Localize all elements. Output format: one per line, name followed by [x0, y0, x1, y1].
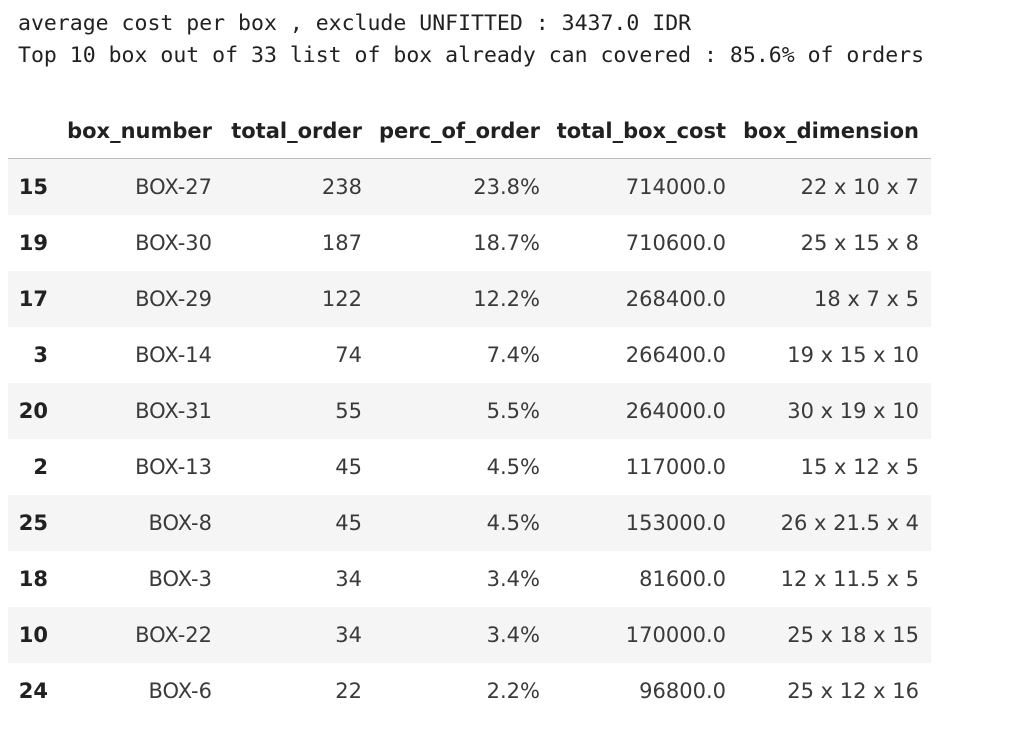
row-index: 25: [18, 510, 48, 535]
table-row: 24 BOX-6 22 2.2% 96800.0 25 x 12 x 16: [8, 663, 931, 719]
cell-box-number: BOX-31: [135, 398, 212, 423]
output-line-top-boxes: Top 10 box out of 33 list of box already…: [18, 43, 925, 68]
cell-perc-of-order: 2.2%: [486, 678, 540, 703]
cell-box-dimension: 22 x 10 x 7: [800, 174, 919, 199]
cell-total-box-cost: 264000.0: [625, 398, 726, 423]
cell-box-number: BOX-3: [148, 566, 212, 591]
cell-total-box-cost: 96800.0: [639, 678, 726, 703]
row-index: 3: [33, 342, 48, 367]
header-box-dimension: box_dimension: [738, 104, 931, 159]
cell-perc-of-order: 4.5%: [486, 454, 540, 479]
table-row: 25 BOX-8 45 4.5% 153000.0 26 x 21.5 x 4: [8, 494, 931, 551]
cell-perc-of-order: 5.5%: [486, 398, 540, 423]
table-row: 19 BOX-30 187 18.7% 710600.0 25 x 15 x 8: [8, 215, 931, 271]
cell-total-box-cost: 710600.0: [625, 230, 726, 255]
table-header: box_number total_order perc_of_order tot…: [8, 104, 931, 159]
cell-box-number: BOX-27: [135, 174, 212, 199]
cell-total-box-cost: 266400.0: [625, 342, 726, 367]
header-box-number: box_number: [60, 104, 224, 159]
cell-total-box-cost: 714000.0: [625, 174, 726, 199]
table-body: 15 BOX-27 238 23.8% 714000.0 22 x 10 x 7 19 BOX…: [8, 158, 931, 719]
cell-box-dimension: 26 x 21.5 x 4: [780, 510, 919, 535]
row-index: 24: [18, 678, 48, 703]
cell-total-order: 55: [335, 398, 362, 423]
table-row: 15 BOX-27 238 23.8% 714000.0 22 x 10 x 7: [8, 158, 931, 215]
cell-total-order: 122: [321, 286, 362, 311]
table-row: 18 BOX-3 34 3.4% 81600.0 12 x 11.5 x 5: [8, 551, 931, 607]
cell-box-number: BOX-22: [135, 622, 212, 647]
cell-box-dimension: 12 x 11.5 x 5: [780, 566, 919, 591]
cell-box-dimension: 18 x 7 x 5: [814, 286, 919, 311]
cell-box-number: BOX-30: [135, 230, 212, 255]
table-row: 10 BOX-22 34 3.4% 170000.0 25 x 18 x 15: [8, 606, 931, 663]
cell-box-number: BOX-6: [148, 678, 212, 703]
cell-box-dimension: 15 x 12 x 5: [800, 454, 919, 479]
cell-total-order: 238: [321, 174, 362, 199]
cell-total-box-cost: 117000.0: [625, 454, 726, 479]
dataframe-table: box_number total_order perc_of_order tot…: [8, 104, 931, 719]
cell-perc-of-order: 3.4%: [486, 566, 540, 591]
cell-perc-of-order: 3.4%: [486, 622, 540, 647]
row-index: 17: [18, 286, 48, 311]
cell-perc-of-order: 12.2%: [473, 286, 540, 311]
cell-total-box-cost: 153000.0: [625, 510, 726, 535]
row-index: 2: [33, 454, 48, 479]
cell-box-number: BOX-13: [135, 454, 212, 479]
row-index: 15: [18, 174, 48, 199]
cell-total-order: 22: [335, 678, 362, 703]
output-line-average-cost: average cost per box , exclude UNFITTED …: [18, 11, 692, 36]
cell-box-number: BOX-14: [135, 342, 212, 367]
cell-box-dimension: 30 x 19 x 10: [787, 398, 919, 423]
header-row: box_number total_order perc_of_order tot…: [8, 104, 931, 159]
cell-total-box-cost: 268400.0: [625, 286, 726, 311]
table-row: 20 BOX-31 55 5.5% 264000.0 30 x 19 x 10: [8, 382, 931, 439]
cell-perc-of-order: 4.5%: [486, 510, 540, 535]
row-index: 19: [18, 230, 48, 255]
header-perc-of-order: perc_of_order: [374, 104, 552, 159]
table-row: 2 BOX-13 45 4.5% 117000.0 15 x 12 x 5: [8, 439, 931, 495]
cell-total-box-cost: 81600.0: [639, 566, 726, 591]
cell-box-dimension: 25 x 12 x 16: [787, 678, 919, 703]
cell-total-order: 34: [335, 566, 362, 591]
cell-total-order: 34: [335, 622, 362, 647]
header-total-box-cost: total_box_cost: [552, 104, 738, 159]
row-index: 18: [18, 566, 48, 591]
cell-perc-of-order: 7.4%: [486, 342, 540, 367]
cell-total-order: 187: [321, 230, 362, 255]
cell-box-dimension: 19 x 15 x 10: [787, 342, 919, 367]
header-total-order: total_order: [224, 104, 374, 159]
row-index: 20: [18, 398, 48, 423]
cell-box-number: BOX-29: [135, 286, 212, 311]
cell-total-order: 45: [335, 454, 362, 479]
row-index: 10: [18, 622, 48, 647]
cell-total-box-cost: 170000.0: [625, 622, 726, 647]
cell-perc-of-order: 23.8%: [473, 174, 540, 199]
table-row: 17 BOX-29 122 12.2% 268400.0 18 x 7 x 5: [8, 270, 931, 327]
header-index: [8, 104, 60, 159]
stdout-output: average cost per box , exclude UNFITTED …: [18, 8, 924, 72]
cell-total-order: 74: [335, 342, 362, 367]
cell-box-dimension: 25 x 15 x 8: [800, 230, 919, 255]
cell-box-dimension: 25 x 18 x 15: [787, 622, 919, 647]
table-row: 3 BOX-14 74 7.4% 266400.0 19 x 15 x 10: [8, 327, 931, 383]
cell-box-number: BOX-8: [148, 510, 212, 535]
cell-perc-of-order: 18.7%: [473, 230, 540, 255]
cell-total-order: 45: [335, 510, 362, 535]
